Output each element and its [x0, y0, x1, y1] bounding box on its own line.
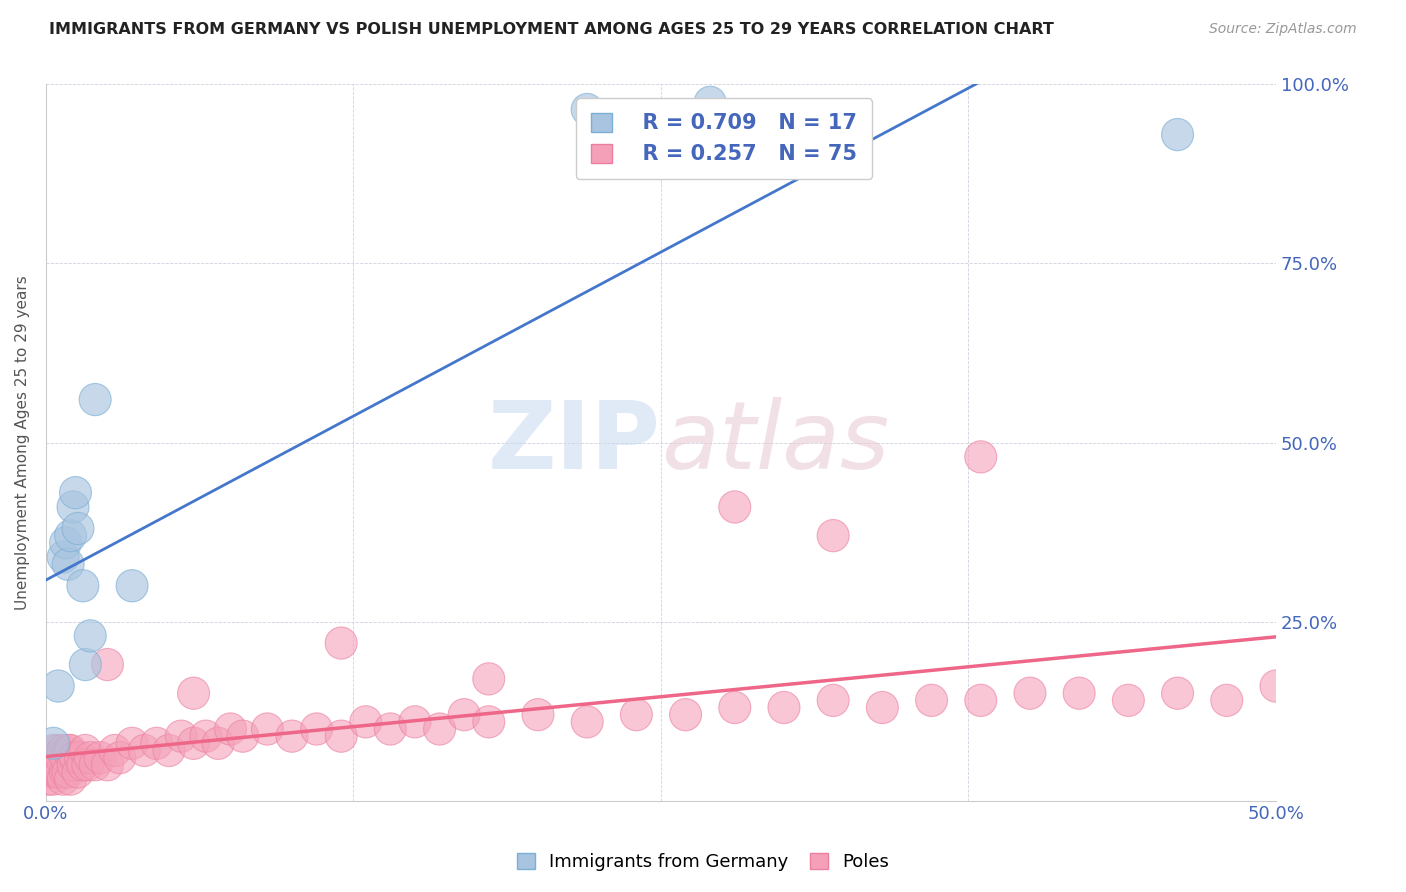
Ellipse shape	[55, 763, 87, 796]
Ellipse shape	[226, 720, 259, 752]
Ellipse shape	[42, 734, 75, 766]
Ellipse shape	[45, 741, 77, 773]
Ellipse shape	[35, 741, 67, 773]
Ellipse shape	[620, 698, 652, 731]
Ellipse shape	[72, 748, 104, 780]
Ellipse shape	[52, 734, 84, 766]
Ellipse shape	[58, 491, 89, 523]
Ellipse shape	[58, 748, 89, 780]
Ellipse shape	[84, 741, 117, 773]
Ellipse shape	[141, 727, 173, 759]
Ellipse shape	[399, 706, 432, 738]
Text: ZIP: ZIP	[488, 397, 661, 489]
Ellipse shape	[117, 727, 148, 759]
Ellipse shape	[69, 648, 101, 681]
Ellipse shape	[48, 734, 79, 766]
Ellipse shape	[768, 691, 800, 723]
Ellipse shape	[45, 756, 77, 789]
Legend: Immigrants from Germany, Poles: Immigrants from Germany, Poles	[509, 846, 897, 879]
Text: atlas: atlas	[661, 397, 889, 488]
Ellipse shape	[55, 734, 87, 766]
Ellipse shape	[65, 741, 97, 773]
Ellipse shape	[817, 519, 849, 552]
Ellipse shape	[915, 684, 948, 716]
Ellipse shape	[669, 698, 702, 731]
Ellipse shape	[62, 756, 94, 789]
Ellipse shape	[67, 570, 98, 602]
Ellipse shape	[104, 741, 136, 773]
Ellipse shape	[449, 698, 481, 731]
Ellipse shape	[62, 512, 94, 545]
Ellipse shape	[39, 756, 72, 789]
Ellipse shape	[49, 526, 82, 559]
Ellipse shape	[1161, 119, 1194, 151]
Text: Source: ZipAtlas.com: Source: ZipAtlas.com	[1209, 22, 1357, 37]
Ellipse shape	[69, 734, 101, 766]
Ellipse shape	[817, 684, 849, 716]
Ellipse shape	[325, 720, 357, 752]
Ellipse shape	[202, 727, 235, 759]
Ellipse shape	[59, 476, 91, 508]
Ellipse shape	[48, 541, 79, 574]
Ellipse shape	[472, 663, 505, 695]
Ellipse shape	[571, 94, 603, 126]
Ellipse shape	[1063, 677, 1095, 709]
Ellipse shape	[42, 756, 75, 789]
Ellipse shape	[32, 763, 65, 796]
Ellipse shape	[67, 748, 98, 780]
Ellipse shape	[177, 677, 209, 709]
Ellipse shape	[128, 734, 160, 766]
Ellipse shape	[423, 713, 456, 745]
Ellipse shape	[718, 691, 751, 723]
Ellipse shape	[59, 741, 91, 773]
Ellipse shape	[35, 756, 67, 789]
Ellipse shape	[177, 727, 209, 759]
Ellipse shape	[1112, 684, 1144, 716]
Ellipse shape	[301, 713, 333, 745]
Ellipse shape	[98, 734, 131, 766]
Ellipse shape	[79, 748, 111, 780]
Ellipse shape	[91, 648, 124, 681]
Ellipse shape	[571, 706, 603, 738]
Ellipse shape	[965, 441, 997, 473]
Ellipse shape	[91, 748, 124, 780]
Ellipse shape	[718, 491, 751, 523]
Ellipse shape	[48, 763, 79, 796]
Ellipse shape	[866, 691, 898, 723]
Ellipse shape	[276, 720, 308, 752]
Ellipse shape	[1014, 677, 1046, 709]
Ellipse shape	[472, 706, 505, 738]
Ellipse shape	[374, 713, 406, 745]
Ellipse shape	[1260, 670, 1292, 702]
Ellipse shape	[52, 756, 84, 789]
Ellipse shape	[39, 741, 72, 773]
Ellipse shape	[190, 720, 222, 752]
Ellipse shape	[79, 384, 111, 416]
Ellipse shape	[1161, 677, 1194, 709]
Ellipse shape	[38, 734, 69, 766]
Ellipse shape	[117, 570, 148, 602]
Ellipse shape	[252, 713, 284, 745]
Ellipse shape	[350, 706, 382, 738]
Ellipse shape	[695, 87, 725, 119]
Ellipse shape	[325, 627, 357, 659]
Ellipse shape	[153, 734, 186, 766]
Ellipse shape	[49, 756, 82, 789]
Ellipse shape	[215, 713, 246, 745]
Y-axis label: Unemployment Among Ages 25 to 29 years: Unemployment Among Ages 25 to 29 years	[15, 275, 30, 610]
Ellipse shape	[522, 698, 554, 731]
Ellipse shape	[965, 684, 997, 716]
Ellipse shape	[75, 741, 107, 773]
Legend:   R = 0.709   N = 17,   R = 0.257   N = 75: R = 0.709 N = 17, R = 0.257 N = 75	[576, 98, 872, 179]
Text: IMMIGRANTS FROM GERMANY VS POLISH UNEMPLOYMENT AMONG AGES 25 TO 29 YEARS CORRELA: IMMIGRANTS FROM GERMANY VS POLISH UNEMPL…	[49, 22, 1054, 37]
Ellipse shape	[49, 741, 82, 773]
Ellipse shape	[166, 720, 197, 752]
Ellipse shape	[1211, 684, 1243, 716]
Ellipse shape	[38, 763, 69, 796]
Ellipse shape	[52, 549, 84, 581]
Ellipse shape	[55, 519, 87, 552]
Ellipse shape	[75, 620, 107, 652]
Ellipse shape	[42, 670, 75, 702]
Ellipse shape	[38, 727, 69, 759]
